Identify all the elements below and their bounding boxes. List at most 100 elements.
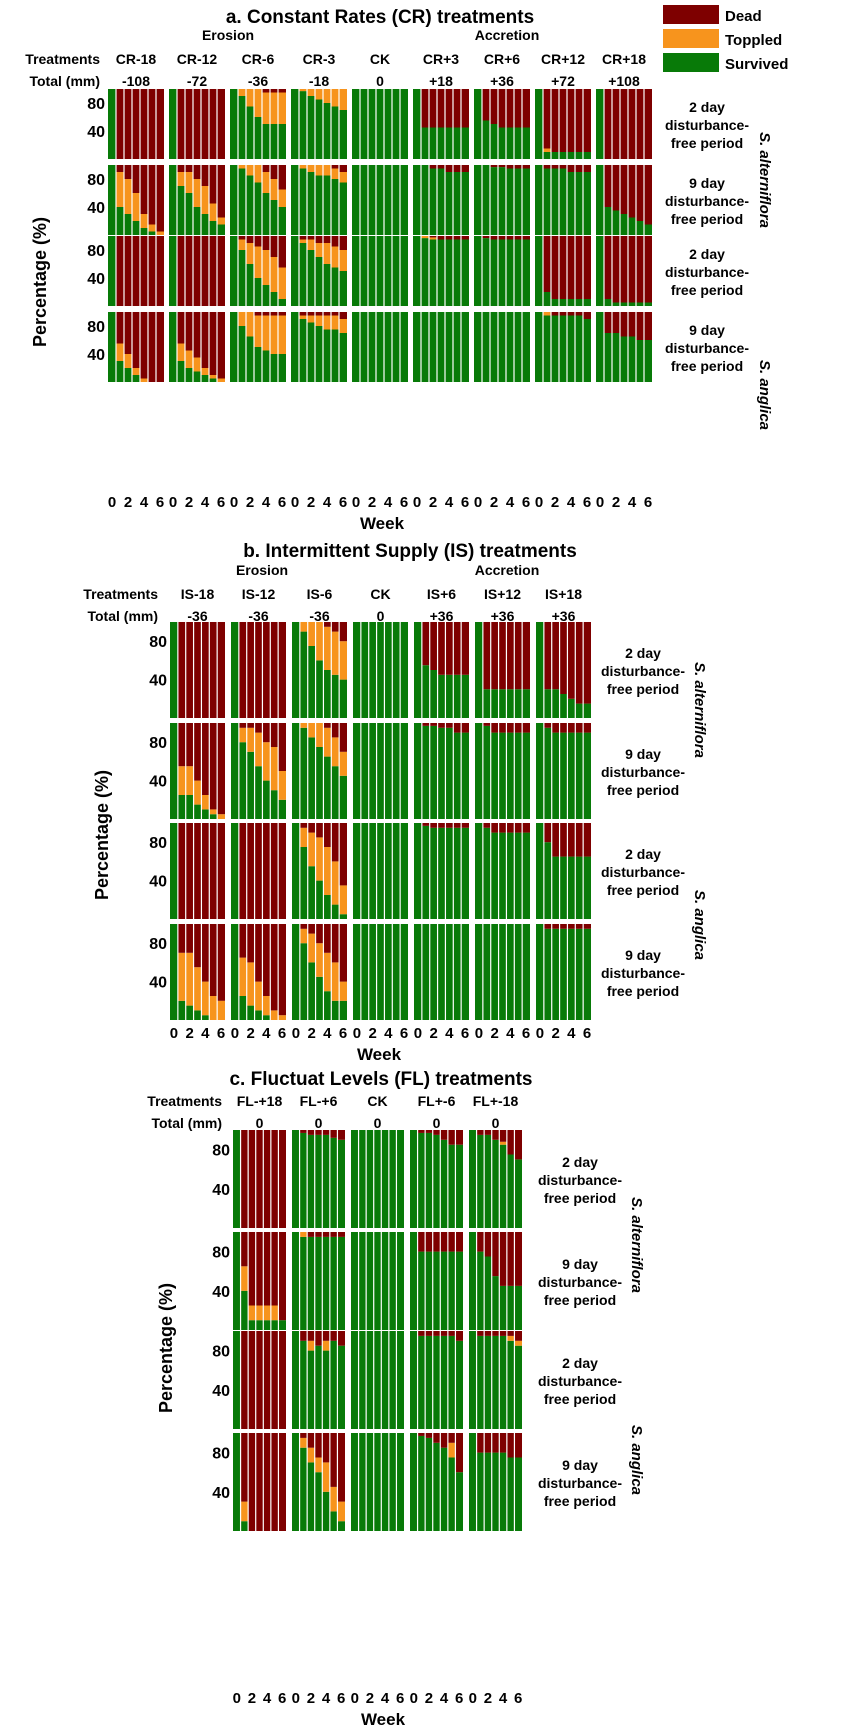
bar-survived-b-r1-t2-w6 [339, 775, 347, 819]
bar-dead-a-r2-t3-w2 [307, 236, 315, 240]
bar-toppled-a-r3-t1-w3 [193, 357, 201, 372]
bar-survived-a-r0-t6-w5 [514, 127, 522, 159]
bar-survived-b-r1-t3-w5 [392, 723, 401, 819]
bar-toppled-a-r0-t3-w6 [339, 89, 347, 110]
bar-dead-a-r3-t1-w1 [177, 312, 185, 344]
bar-survived-b-r0-t3-w3 [376, 622, 385, 718]
bar-dead-b-r2-t0-w6 [217, 823, 225, 919]
total-label-b-0: -36 [187, 608, 207, 624]
bar-survived-a-r0-t7-w6 [583, 152, 591, 159]
section-c-title: c. Fluctuat Levels (FL) treatments [229, 1069, 532, 1090]
bar-survived-b-r1-t2-w5 [331, 766, 340, 819]
bar-survived-a-r1-t8-w2 [612, 210, 620, 235]
bar-survived-b-r0-t5-w5 [514, 689, 523, 718]
bar-survived-b-r2-t4-w5 [453, 827, 462, 919]
row-label-a-r3-line1: 9 day [689, 322, 725, 338]
bar-dead-b-r0-t5-w1 [482, 622, 491, 690]
bar-survived-c-r1-t2-w0 [351, 1232, 359, 1330]
bar-survived-c-r0-t4-w6 [514, 1159, 522, 1228]
week-tick-b-t0-2: 2 [185, 1025, 193, 1042]
week-tick-a-t7-0: 0 [535, 494, 543, 511]
bar-dead-a-r1-t5-w5 [453, 165, 461, 172]
bar-dead-a-r1-t0-w1 [116, 165, 124, 172]
bar-dead-b-r1-t0-w3 [193, 723, 202, 781]
bar-dead-c-r2-t0-w3 [255, 1331, 264, 1429]
bar-dead-a-r0-t8-w4 [628, 89, 636, 159]
row-label-c-r3-line2: disturbance- [538, 1475, 622, 1491]
bar-toppled-a-r3-t2-w3 [254, 315, 262, 347]
bar-dead-b-r0-t1-w1 [238, 622, 247, 718]
bar-survived-c-r0-t4-w5 [506, 1154, 515, 1228]
bar-dead-c-r0-t4-w2 [484, 1130, 492, 1135]
bar-toppled-b-r0-t2-w5 [331, 631, 340, 675]
bar-dead-a-r2-t6-w2 [490, 236, 498, 240]
bar-dead-a-r2-t0-w2 [124, 236, 132, 306]
bar-dead-b-r2-t4-w6 [461, 823, 469, 828]
bar-survived-b-r2-t3-w3 [376, 823, 385, 919]
bar-toppled-a-r1-t3-w2 [307, 165, 315, 172]
week-tick-b-t4-0: 0 [414, 1025, 422, 1042]
bar-survived-b-r0-t2-w1 [299, 631, 308, 718]
bar-dead-a-r2-t8-w1 [604, 236, 612, 299]
treatment-label-c-3: FL+-6 [418, 1093, 456, 1109]
bar-survived-a-r0-t3-w0 [291, 89, 299, 159]
bar-survived-c-r2-t3-w3 [432, 1335, 441, 1429]
row-label-a-r2-line2: disturbance- [665, 264, 749, 280]
bar-survived-b-r2-t4-w2 [429, 827, 438, 919]
bar-survived-a-r3-t8-w5 [636, 340, 644, 382]
bar-survived-c-r2-t3-w4 [440, 1335, 448, 1429]
bar-toppled-a-r3-t2-w2 [246, 312, 254, 337]
bar-dead-c-r1-t0-w5 [270, 1232, 279, 1306]
week-tick-b-t2-2: 2 [307, 1025, 315, 1042]
bar-toppled-c-r1-t0-w2 [248, 1305, 256, 1321]
bar-survived-b-r0-t6-w1 [543, 689, 552, 718]
bar-survived-b-r2-t5-w6 [522, 832, 530, 919]
bar-survived-c-r1-t3-w2 [425, 1251, 433, 1330]
bar-survived-a-r0-t7-w0 [535, 89, 543, 159]
row-label-c-r0-line2: disturbance- [538, 1172, 622, 1188]
bar-survived-b-r1-t0-w3 [193, 804, 202, 819]
total-label-a-2: -36 [248, 73, 268, 89]
bar-survived-a-r2-t8-w1 [604, 299, 612, 306]
week-tick-b-t3-4: 4 [384, 1025, 393, 1042]
bar-dead-a-r0-t5-w1 [421, 89, 429, 128]
bar-dead-b-r2-t1-w4 [262, 823, 271, 919]
bar-survived-a-r2-t6-w5 [514, 239, 522, 306]
bar-survived-a-r1-t1-w5 [209, 221, 217, 235]
bar-dead-c-r1-t3-w2 [425, 1232, 433, 1252]
bar-survived-c-r1-t2-w4 [381, 1232, 389, 1330]
bar-survived-c-r3-t3-w2 [425, 1437, 433, 1531]
bar-survived-b-r3-t4-w0 [414, 924, 422, 1020]
week-tick-a-t4-2: 2 [368, 494, 376, 511]
bar-toppled-c-r2-t4-w6 [514, 1340, 522, 1346]
bar-dead-b-r1-t0-w2 [185, 723, 194, 767]
bar-survived-c-r0-t4-w3 [491, 1139, 500, 1228]
bar-survived-b-r0-t3-w4 [384, 622, 393, 718]
bar-survived-a-r3-t5-w2 [429, 312, 437, 382]
bar-dead-b-r3-t1-w4 [262, 924, 271, 996]
bar-dead-c-r3-t3-w4 [440, 1433, 448, 1448]
bar-survived-a-r2-t6-w4 [506, 239, 514, 306]
bar-dead-a-r1-t2-w5 [270, 165, 278, 179]
bar-dead-c-r3-t3-w3 [432, 1433, 441, 1443]
bar-survived-b-r1-t4-w2 [429, 725, 438, 819]
bar-dead-b-r2-t1-w1 [238, 823, 247, 919]
ytick-40-c-r1: 40 [212, 1284, 230, 1301]
total-label-a-8: +108 [608, 73, 640, 89]
bar-dead-c-r1-t3-w1 [417, 1232, 426, 1252]
bar-dead-b-r0-t5-w3 [498, 622, 507, 690]
bar-survived-c-r3-t2-w2 [366, 1433, 374, 1531]
bar-survived-a-r0-t4-w5 [392, 89, 400, 159]
week-tick-c-t2-2: 2 [366, 1690, 374, 1707]
bar-survived-a-r3-t3-w4 [323, 329, 331, 382]
bar-survived-b-r1-t6-w2 [551, 732, 560, 819]
bar-dead-c-r2-t4-w2 [484, 1331, 492, 1336]
bar-survived-b-r0-t4-w0 [414, 622, 422, 718]
bar-dead-c-r0-t0-w4 [263, 1130, 271, 1228]
bar-survived-a-r3-t1-w4 [201, 375, 209, 382]
section-b-accretion-label: Accretion [475, 562, 540, 578]
bar-dead-c-r1-t4-w5 [506, 1232, 515, 1286]
bar-survived-a-r2-t2-w4 [262, 285, 270, 306]
bar-dead-a-r2-t7-w6 [583, 236, 591, 299]
bar-survived-c-r3-t0-w0 [233, 1433, 241, 1531]
